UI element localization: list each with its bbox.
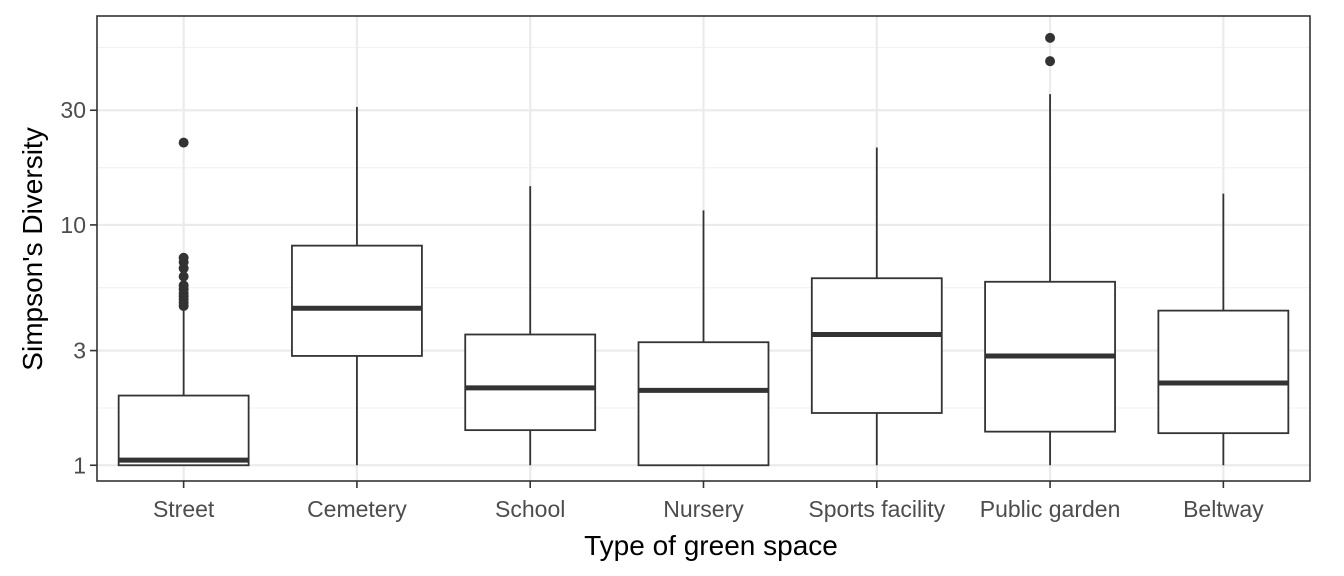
box-sports-facility bbox=[810, 147, 943, 466]
outlier-point bbox=[1045, 32, 1056, 43]
y-tick-label: 10 bbox=[60, 212, 86, 238]
y-axis: 1 3 10 30 bbox=[60, 97, 97, 478]
box-nursery bbox=[637, 210, 770, 467]
outlier-point bbox=[178, 271, 189, 282]
x-tick-label: Nursery bbox=[663, 496, 744, 522]
outlier-point bbox=[178, 252, 189, 263]
interquartile-box bbox=[1157, 309, 1290, 435]
x-tick-label: Sports facility bbox=[808, 496, 945, 522]
x-axis-title: Type of green space bbox=[584, 530, 838, 561]
x-axis: Street Cemetery School Nursery Sports facili… bbox=[153, 481, 1264, 522]
box-school bbox=[464, 186, 597, 466]
interquartile-box bbox=[637, 341, 770, 467]
interquartile-box bbox=[117, 394, 250, 467]
y-tick-label: 30 bbox=[60, 97, 86, 123]
box-street bbox=[117, 137, 250, 467]
x-tick-label: Street bbox=[153, 496, 215, 522]
outlier-point bbox=[1045, 56, 1056, 67]
box-plot-series bbox=[117, 32, 1290, 467]
interquartile-box bbox=[464, 333, 597, 432]
y-tick-label: 1 bbox=[73, 452, 86, 478]
box-beltway bbox=[1157, 193, 1290, 466]
y-axis-title: Simpson's Diversity bbox=[17, 127, 48, 370]
box-cemetery bbox=[291, 106, 423, 466]
x-tick-label: School bbox=[495, 496, 565, 522]
x-tick-label: Beltway bbox=[1183, 496, 1264, 522]
box-public-garden bbox=[984, 32, 1116, 466]
x-tick-label: Cemetery bbox=[307, 496, 407, 522]
interquartile-box bbox=[291, 244, 423, 357]
y-tick-label: 3 bbox=[73, 338, 86, 364]
outlier-point bbox=[178, 137, 189, 148]
interquartile-box bbox=[810, 277, 943, 414]
outlier-point bbox=[178, 280, 189, 291]
x-tick-label: Public garden bbox=[980, 496, 1121, 522]
